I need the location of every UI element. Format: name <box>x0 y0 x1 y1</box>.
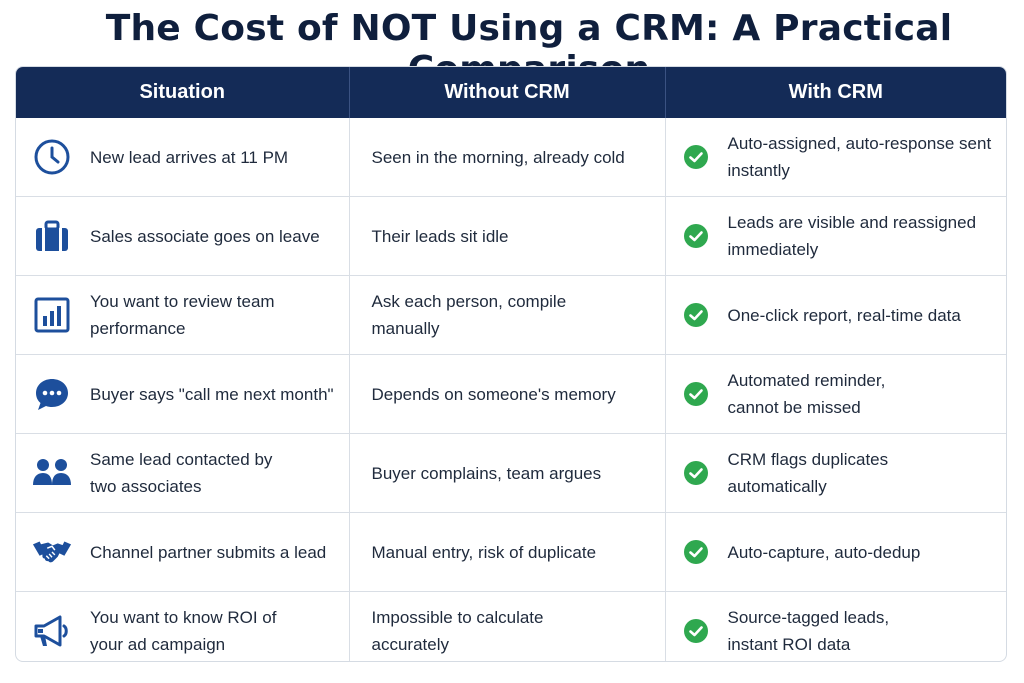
with-crm-cell: Source-tagged leads, instant ROI data <box>665 591 1006 661</box>
situation-text: Same lead contacted by two associates <box>90 450 273 496</box>
without-crm-text: Impossible to calculate accurately <box>371 608 544 654</box>
table-header-row: Situation Without CRM With CRM <box>16 67 1006 118</box>
table-row: New lead arrives at 11 PM Seen in the mo… <box>16 118 1006 197</box>
with-crm-cell: Automated reminder, cannot be missed <box>665 354 1006 434</box>
table-row: Same lead contacted by two associates Bu… <box>16 433 1006 513</box>
table-row: Sales associate goes on leave Their lead… <box>16 196 1006 276</box>
with-crm-text: Auto-assigned, auto-response sent instan… <box>727 134 992 180</box>
with-crm-text: Source-tagged leads, instant ROI data <box>727 608 890 654</box>
table-row: Buyer says "call me next month" Depends … <box>16 354 1006 434</box>
with-crm-text: Automated reminder, cannot be missed <box>727 371 886 417</box>
situation-cell: You want to review team performance <box>16 275 350 355</box>
situation-text: New lead arrives at 11 PM <box>90 147 289 167</box>
with-crm-cell: CRM flags duplicates automatically <box>665 433 1006 513</box>
check-icon <box>683 461 728 485</box>
table-row: You want to review team performance Ask … <box>16 275 1006 355</box>
header-situation: Situation <box>16 67 350 118</box>
without-crm-text: Seen in the morning, already cold <box>371 147 625 167</box>
with-crm-text: Auto-capture, auto-dedup <box>727 542 921 562</box>
check-icon <box>683 224 728 248</box>
check-icon <box>683 145 728 169</box>
with-crm-text: Leads are visible and reassigned immedia… <box>727 213 977 259</box>
without-crm-cell: Ask each person, compile manually <box>349 275 666 355</box>
table-row: You want to know ROI of your ad campaign… <box>16 591 1006 661</box>
users-icon <box>32 453 72 493</box>
with-crm-text: One-click report, real-time data <box>727 305 961 325</box>
header-without-crm: Without CRM <box>349 67 666 118</box>
without-crm-cell: Depends on someone's memory <box>349 354 666 434</box>
situation-text: Buyer says "call me next month" <box>90 384 334 404</box>
with-crm-cell: Leads are visible and reassigned immedia… <box>665 196 1006 276</box>
situation-cell: You want to know ROI of your ad campaign <box>16 591 350 661</box>
without-crm-cell: Impossible to calculate accurately <box>349 591 666 661</box>
situation-cell: Same lead contacted by two associates <box>16 433 350 513</box>
megaphone-icon <box>32 611 72 651</box>
without-crm-cell: Seen in the morning, already cold <box>349 118 666 197</box>
bar-chart-icon <box>32 295 72 335</box>
with-crm-cell: Auto-capture, auto-dedup <box>665 512 1006 592</box>
situation-cell: Channel partner submits a lead <box>16 512 350 592</box>
situation-text: You want to review team performance <box>90 292 275 338</box>
without-crm-text: Buyer complains, team argues <box>371 463 602 483</box>
situation-text: Sales associate goes on leave <box>90 226 320 246</box>
situation-text: You want to know ROI of your ad campaign <box>90 608 277 654</box>
header-with-crm: With CRM <box>665 67 1006 118</box>
without-crm-text: Depends on someone's memory <box>371 384 616 404</box>
chat-bubble-icon <box>32 374 72 414</box>
without-crm-cell: Buyer complains, team argues <box>349 433 666 513</box>
table-row: Channel partner submits a lead Manual en… <box>16 512 1006 592</box>
check-icon <box>683 382 728 406</box>
check-icon <box>683 540 728 564</box>
without-crm-text: Manual entry, risk of duplicate <box>371 542 597 562</box>
without-crm-text: Their leads sit idle <box>371 226 509 246</box>
situation-cell: Buyer says "call me next month" <box>16 354 350 434</box>
with-crm-text: CRM flags duplicates automatically <box>727 450 889 496</box>
with-crm-cell: One-click report, real-time data <box>665 275 1006 355</box>
situation-text: Channel partner submits a lead <box>90 542 327 562</box>
with-crm-cell: Auto-assigned, auto-response sent instan… <box>665 118 1006 197</box>
check-icon <box>683 303 728 327</box>
handshake-icon <box>32 532 72 572</box>
briefcase-icon <box>32 216 72 256</box>
check-icon <box>683 619 728 643</box>
without-crm-text: Ask each person, compile manually <box>371 292 567 338</box>
clock-icon <box>32 137 72 177</box>
situation-cell: Sales associate goes on leave <box>16 196 350 276</box>
comparison-table: Situation Without CRM With CRM New lead … <box>15 66 1007 662</box>
without-crm-cell: Manual entry, risk of duplicate <box>349 512 666 592</box>
situation-cell: New lead arrives at 11 PM <box>16 118 350 197</box>
without-crm-cell: Their leads sit idle <box>349 196 666 276</box>
